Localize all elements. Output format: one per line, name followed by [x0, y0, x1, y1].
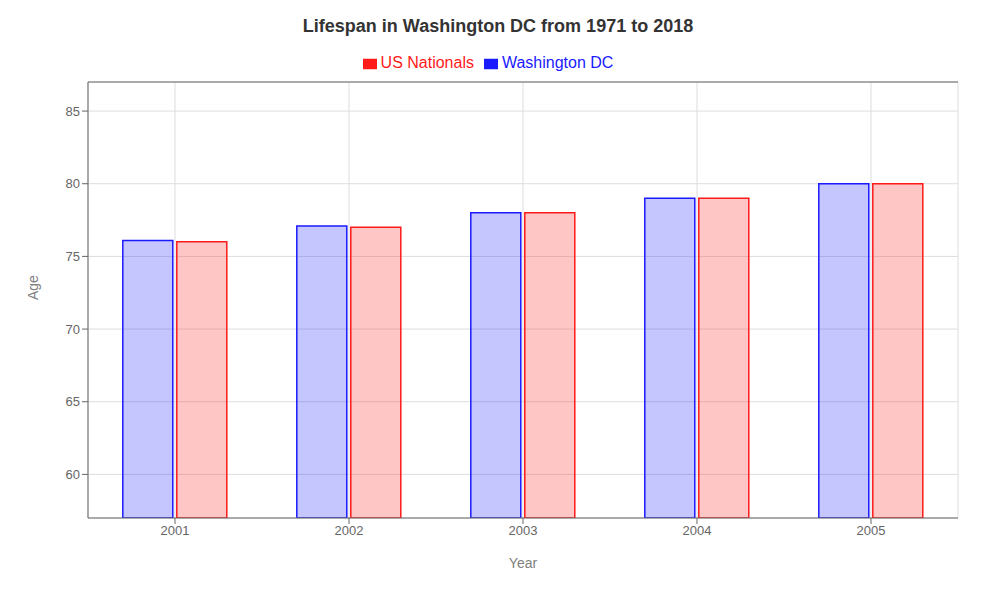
svg-text:2004: 2004 [683, 523, 712, 538]
html-text:Washington DC: Washington DC [502, 54, 614, 71]
svg-text:2001: 2001 [161, 523, 190, 538]
html-text:US Nationals: US Nationals [380, 54, 474, 71]
svg-text:Year: Year [509, 555, 538, 571]
svg-text:65: 65 [66, 394, 80, 409]
svg-text:85: 85 [66, 104, 80, 119]
html-text:Lifespan in Washington DC from: Lifespan in Washington DC from 1971 to 2… [302, 16, 694, 36]
svg-text:2003: 2003 [509, 523, 538, 538]
svg-text:Age: Age [25, 275, 41, 300]
svg-text:80: 80 [66, 176, 80, 191]
svg-text:75: 75 [66, 249, 80, 264]
svg-text:60: 60 [66, 467, 80, 482]
svg-text:70: 70 [66, 322, 80, 337]
svg-text:2002: 2002 [335, 523, 364, 538]
svg-text:2005: 2005 [857, 523, 886, 538]
